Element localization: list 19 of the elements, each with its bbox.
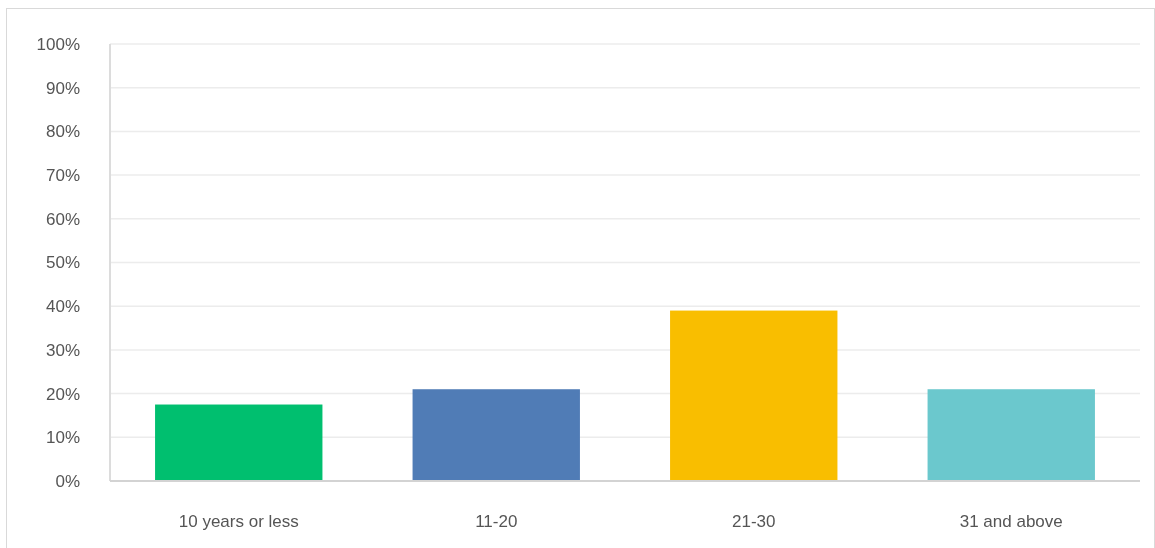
y-tick-label: 20% — [45, 384, 80, 404]
y-tick-label: 100% — [36, 34, 80, 54]
y-tick-label: 80% — [45, 122, 80, 142]
y-tick-label: 50% — [45, 253, 80, 273]
bar — [670, 310, 838, 481]
y-tick-label: 30% — [45, 340, 80, 360]
y-tick-label: 10% — [45, 428, 80, 448]
bar — [927, 389, 1095, 481]
bar — [155, 404, 323, 481]
y-tick-label: 70% — [45, 166, 80, 186]
y-tick-label: 0% — [55, 471, 80, 491]
x-tick-label: 10 years or less — [178, 512, 299, 531]
y-tick-label: 40% — [45, 297, 80, 317]
x-tick-label: 11-20 — [475, 512, 518, 531]
bar — [412, 389, 580, 481]
x-tick-label: 21-30 — [732, 512, 776, 531]
x-tick-label: 31 and above — [959, 512, 1063, 531]
y-tick-label: 60% — [45, 209, 80, 229]
y-tick-label: 90% — [45, 78, 80, 98]
